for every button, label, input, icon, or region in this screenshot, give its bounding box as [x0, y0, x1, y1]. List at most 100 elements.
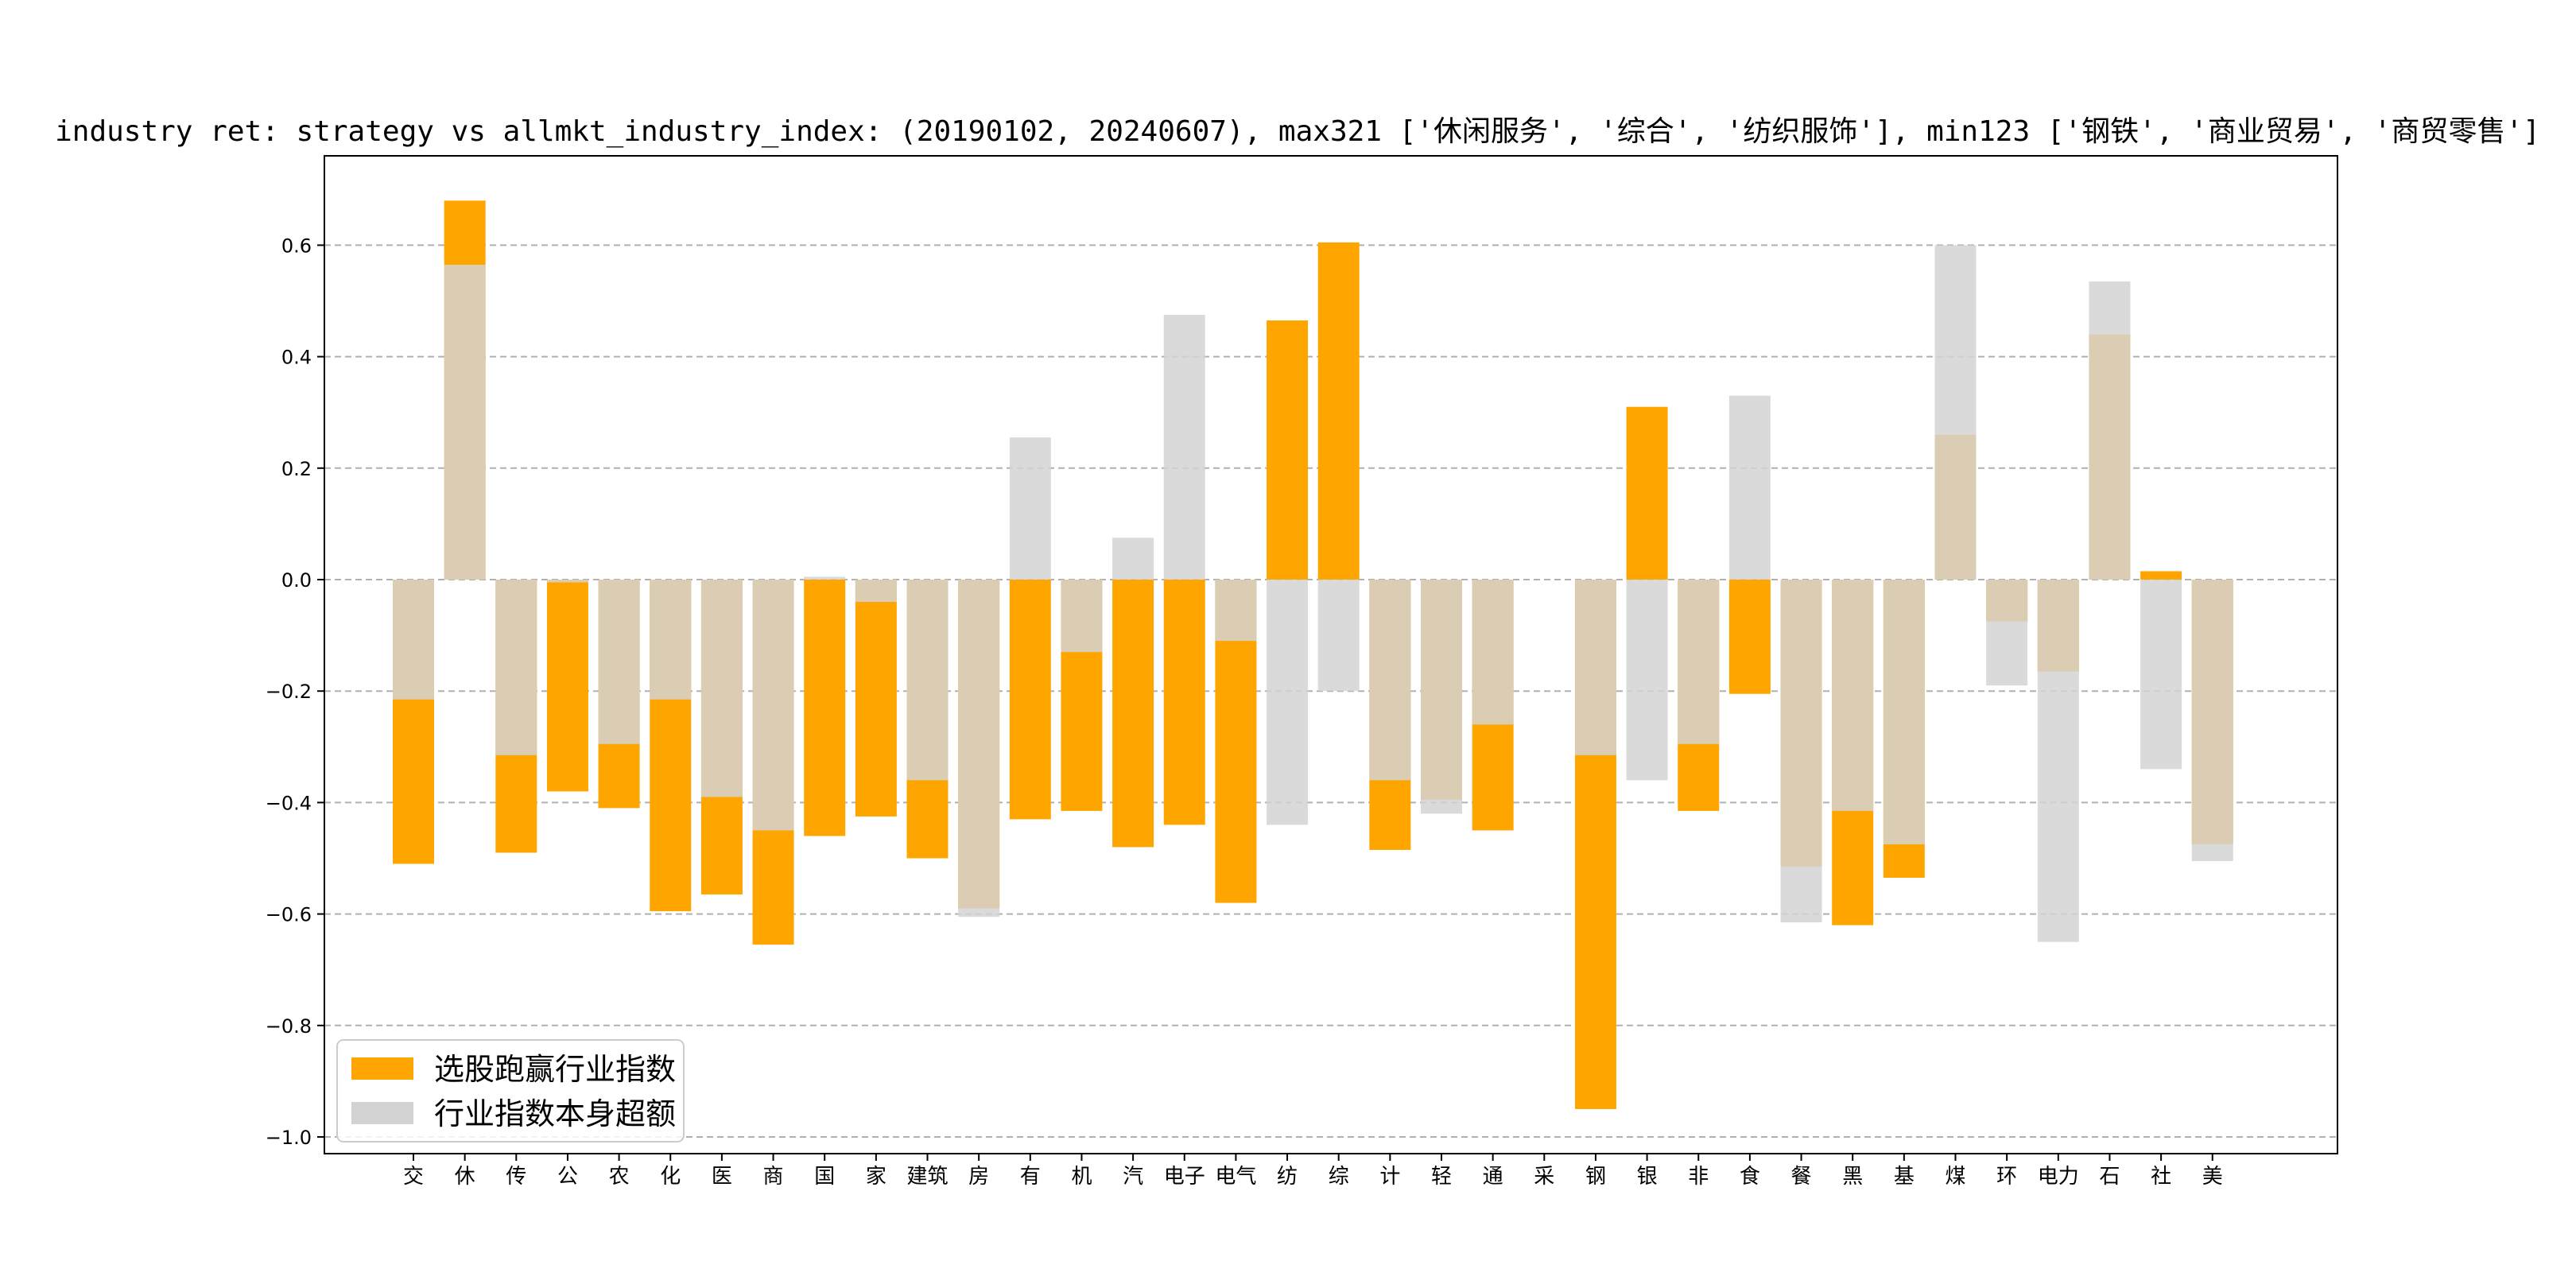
x-tick-label: 综: [1329, 1165, 1349, 1189]
x-tick-label: 通: [1483, 1165, 1503, 1189]
x-tick-label: 轻: [1431, 1165, 1452, 1189]
x-tick-label: 环: [1996, 1165, 2017, 1189]
bar: [855, 580, 897, 603]
y-tick-label: −0.2: [266, 681, 312, 703]
bar: [2140, 571, 2182, 580]
x-tick-label: 餐: [1791, 1165, 1812, 1189]
x-tick-label: 电子: [1164, 1165, 1205, 1189]
x-tick-label: 石: [2099, 1165, 2120, 1189]
x-tick-label: 商: [763, 1165, 784, 1189]
x-tick-label: 社: [2151, 1165, 2171, 1189]
x-tick-label: 农: [609, 1165, 630, 1189]
bar: [1163, 315, 1205, 580]
x-axis: 交 休 传 公 农 化 医 商 国 家建筑房 有 机 汽电子 电气纺 综 计 轻 通 采 钢 银 非 食 餐 黑 基 煤 环电力石 社 美: [403, 1154, 2223, 1189]
bar: [546, 580, 588, 792]
bars-series-2: [393, 245, 2233, 942]
bar: [546, 580, 588, 583]
bar: [1267, 580, 1309, 825]
x-tick-label: 美: [2202, 1165, 2223, 1189]
bar: [700, 580, 743, 797]
y-tick-label: 0.2: [281, 458, 312, 480]
x-tick-label: 采: [1534, 1165, 1554, 1189]
bar: [1574, 580, 1616, 755]
bar: [1317, 580, 1360, 692]
legend-swatch-series-1: [351, 1057, 413, 1080]
x-tick-label: 食: [1740, 1165, 1760, 1189]
y-tick-label: −1.0: [266, 1127, 312, 1149]
x-tick-label: 公: [557, 1165, 578, 1189]
bar: [1883, 580, 1925, 844]
y-tick-label: 0.6: [281, 235, 312, 257]
bar: [1626, 580, 1668, 781]
bar: [1317, 242, 1360, 580]
x-tick-label: 机: [1071, 1165, 1092, 1189]
bar: [804, 576, 846, 580]
x-tick-label: 纺: [1277, 1165, 1298, 1189]
x-tick-label: 电气: [1215, 1165, 1256, 1189]
y-tick-label: 0.4: [281, 347, 312, 369]
bar: [1009, 580, 1051, 820]
bar: [444, 264, 486, 580]
legend-label-series-1: 选股跑赢行业指数: [434, 1052, 676, 1087]
bar: [2140, 580, 2182, 770]
chart-title: industry ret: strategy vs allmkt_industr…: [55, 115, 2540, 148]
bar: [906, 580, 949, 781]
x-tick-label: 电力: [2038, 1165, 2079, 1189]
bar: [1215, 580, 1257, 642]
bar: [598, 580, 640, 744]
legend-box: [336, 1039, 685, 1143]
y-tick-label: −0.8: [266, 1015, 312, 1038]
bar: [495, 580, 537, 755]
bar: [1421, 580, 1462, 814]
bar: [1163, 580, 1205, 825]
bar: [752, 580, 794, 831]
x-tick-label: 医: [712, 1165, 732, 1189]
x-tick-label: 化: [660, 1165, 681, 1189]
y-axis: −1.0 −0.8 −0.6 −0.4 −0.2 0.0 0.2 0.4 0.6: [266, 235, 324, 1149]
x-tick-label: 基: [1894, 1165, 1915, 1189]
x-tick-label: 银: [1637, 1165, 1658, 1189]
x-tick-label: 国: [814, 1165, 835, 1189]
bar: [393, 580, 434, 700]
x-tick-label: 煤: [1945, 1165, 1965, 1189]
bar: [1728, 580, 1771, 694]
y-tick-label: 0.0: [281, 569, 312, 592]
bar: [804, 580, 846, 836]
bar: [2089, 281, 2131, 580]
bar: [1061, 580, 1103, 653]
bar: [1986, 580, 2028, 686]
bar: [855, 580, 897, 817]
x-tick-label: 家: [866, 1165, 886, 1189]
y-tick-label: −0.4: [266, 792, 312, 814]
legend: 选股跑赢行业指数 行业指数本身超额: [336, 1039, 685, 1143]
x-tick-label: 休: [455, 1165, 475, 1189]
bar: [1626, 406, 1668, 580]
y-tick-label: −0.6: [266, 904, 312, 926]
x-tick-label: 非: [1688, 1165, 1709, 1189]
bar: [1009, 437, 1051, 580]
x-tick-label: 钢: [1585, 1165, 1606, 1189]
bar: [958, 580, 1000, 918]
bar: [1780, 580, 1822, 923]
x-tick-label: 交: [403, 1165, 424, 1189]
x-tick-label: 计: [1379, 1165, 1400, 1189]
bar: [650, 580, 692, 700]
bar: [1267, 320, 1309, 580]
plot-frame: [324, 155, 2338, 1154]
bar: [1472, 580, 1514, 725]
bar: [1934, 245, 1977, 580]
bar: [2037, 580, 2079, 942]
legend-swatch-series-2: [351, 1102, 413, 1124]
legend-label-series-2: 行业指数本身超额: [434, 1096, 676, 1131]
x-tick-label: 传: [506, 1165, 526, 1189]
x-tick-label: 房: [968, 1165, 989, 1189]
bar: [1112, 580, 1154, 848]
bar: [2191, 580, 2233, 862]
x-tick-label: 有: [1020, 1165, 1041, 1189]
x-tick-label: 建筑: [906, 1165, 948, 1189]
x-tick-label: 黑: [1842, 1165, 1863, 1189]
bar: [1112, 537, 1154, 580]
bar: [1369, 580, 1411, 781]
bar: [1832, 580, 1874, 811]
